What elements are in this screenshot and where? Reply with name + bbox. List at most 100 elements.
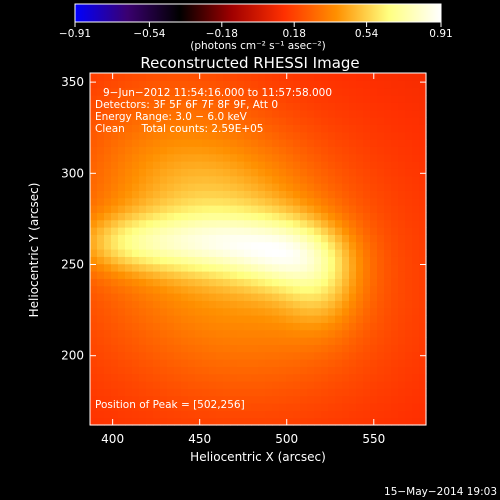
heatmap-cell: [398, 80, 406, 89]
heatmap-cell: [216, 263, 224, 272]
heatmap-cell: [174, 124, 182, 133]
heatmap-cell: [244, 109, 252, 118]
heatmap-cell: [293, 344, 301, 353]
heatmap-cell: [300, 388, 308, 397]
heatmap-cell: [216, 337, 224, 345]
heatmap-cell: [209, 95, 217, 103]
heatmap-cell: [216, 293, 224, 301]
heatmap-cell: [97, 87, 105, 96]
heatmap-cell: [370, 337, 378, 345]
heatmap-cell: [251, 278, 259, 287]
heatmap-cell: [139, 219, 147, 228]
heatmap-cell: [160, 153, 168, 162]
heatmap-cell: [174, 373, 182, 382]
heatmap-cell: [139, 300, 147, 309]
heatmap-cell: [146, 359, 154, 367]
heatmap-cell: [146, 109, 154, 118]
heatmap-cell: [167, 124, 175, 133]
heatmap-cell: [328, 278, 336, 287]
heatmap-cell: [293, 139, 301, 147]
heatmap-cell: [321, 183, 329, 191]
heatmap-cell: [328, 146, 336, 155]
heatmap-cell: [265, 219, 273, 228]
heatmap-cell: [419, 293, 427, 301]
heatmap-cell: [139, 161, 147, 169]
heatmap-cell: [328, 337, 336, 345]
heatmap-cell: [97, 307, 105, 316]
heatmap-cell: [146, 175, 154, 184]
heatmap-cell: [195, 139, 203, 147]
heatmap-cell: [412, 337, 420, 345]
heatmap-cell: [412, 351, 420, 360]
annotation-detectors: Detectors: 3F 5F 6F 7F 8F 9F, Att 0: [95, 99, 278, 111]
heatmap-cell: [111, 271, 119, 279]
heatmap-cell: [265, 351, 273, 360]
heatmap-cell: [230, 153, 238, 162]
heatmap-cell: [293, 249, 301, 257]
heatmap-cell: [125, 300, 133, 309]
heatmap-cell: [223, 183, 231, 191]
heatmap-cell: [209, 190, 217, 199]
heatmap-cell: [342, 381, 350, 389]
heatmap-cell: [258, 131, 266, 140]
heatmap-cell: [300, 263, 308, 272]
heatmap-cell: [293, 351, 301, 360]
heatmap-cell: [181, 205, 189, 213]
heatmap-cell: [321, 131, 329, 140]
heatmap-cell: [384, 161, 392, 169]
heatmap-cell: [174, 285, 182, 294]
heatmap-cell: [174, 197, 182, 206]
heatmap-cell: [377, 175, 385, 184]
heatmap-cell: [349, 80, 357, 89]
heatmap-cell: [356, 73, 364, 81]
heatmap-cell: [146, 373, 154, 382]
heatmap-cell: [111, 227, 119, 235]
heatmap-cell: [328, 293, 336, 301]
heatmap-cell: [160, 146, 168, 155]
heatmap-cell: [391, 315, 399, 323]
heatmap-cell: [377, 227, 385, 235]
heatmap-cell: [160, 175, 168, 184]
heatmap-cell: [391, 80, 399, 89]
heatmap-cell: [90, 219, 98, 228]
heatmap-cell: [216, 329, 224, 338]
heatmap-cell: [139, 109, 147, 118]
heatmap-cell: [377, 241, 385, 250]
heatmap-cell: [314, 161, 322, 169]
heatmap-cell: [265, 373, 273, 382]
heatmap-cell: [293, 271, 301, 279]
heatmap-cell: [174, 329, 182, 338]
heatmap-cell: [216, 146, 224, 155]
heatmap-cell: [272, 263, 280, 272]
heatmap-cell: [258, 241, 266, 250]
heatmap-cell: [342, 249, 350, 257]
heatmap-cell: [125, 109, 133, 118]
heatmap-cell: [181, 175, 189, 184]
heatmap-cell: [146, 80, 154, 89]
heatmap-cell: [146, 249, 154, 257]
heatmap-cell: [188, 161, 196, 169]
heatmap-cell: [307, 227, 315, 235]
heatmap-cell: [419, 153, 427, 162]
heatmap-cell: [300, 307, 308, 316]
heatmap-cell: [125, 161, 133, 169]
heatmap-cell: [258, 95, 266, 103]
heatmap-cell: [111, 131, 119, 140]
heatmap-cell: [321, 161, 329, 169]
heatmap-cell: [363, 219, 371, 228]
heatmap-cell: [356, 102, 364, 111]
heatmap-cell: [258, 219, 266, 228]
heatmap-cell: [349, 168, 357, 177]
heatmap-cell: [265, 241, 273, 250]
heatmap-cell: [286, 381, 294, 389]
heatmap-cell: [223, 344, 231, 353]
heatmap-cell: [293, 307, 301, 316]
heatmap-cell: [125, 212, 133, 221]
heatmap-cell: [244, 227, 252, 235]
heatmap-cell: [181, 168, 189, 177]
heatmap-cell: [293, 329, 301, 338]
heatmap-cell: [202, 337, 210, 345]
heatmap-cell: [90, 212, 98, 221]
heatmap-cell: [181, 410, 189, 419]
heatmap-cell: [279, 417, 287, 426]
